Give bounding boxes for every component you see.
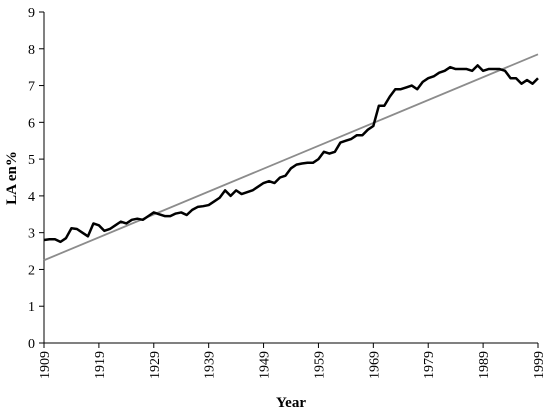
x-tick-label: 1939	[203, 351, 218, 379]
y-tick-label: 8	[28, 43, 35, 58]
data-line	[43, 64, 539, 244]
x-tick-label: 1969	[367, 351, 382, 379]
x-tick-label: 1999	[532, 351, 547, 379]
x-tick-label: 1959	[312, 351, 327, 379]
x-tick-label: 1989	[477, 351, 492, 379]
y-tick-label: 4	[28, 190, 35, 205]
y-axis-label: LA en%	[4, 151, 20, 205]
y-tick-label: 3	[28, 227, 35, 242]
x-tick-label: 1919	[93, 351, 108, 379]
data-line	[43, 53, 539, 262]
x-axis-label: Year	[276, 395, 306, 411]
y-tick-label: 1	[28, 300, 35, 315]
y-tick-label: 2	[28, 263, 35, 278]
y-tick-label: 0	[28, 337, 35, 352]
y-tick-label: 7	[28, 80, 35, 95]
y-tick-label: 5	[28, 153, 35, 168]
x-tick-label: 1909	[38, 351, 53, 379]
x-tick-label: 1949	[258, 351, 273, 379]
y-tick-label: 9	[28, 6, 35, 21]
x-tick-label: 1979	[422, 351, 437, 379]
y-tick-label: 6	[28, 116, 35, 131]
x-tick-label: 1929	[148, 351, 163, 379]
